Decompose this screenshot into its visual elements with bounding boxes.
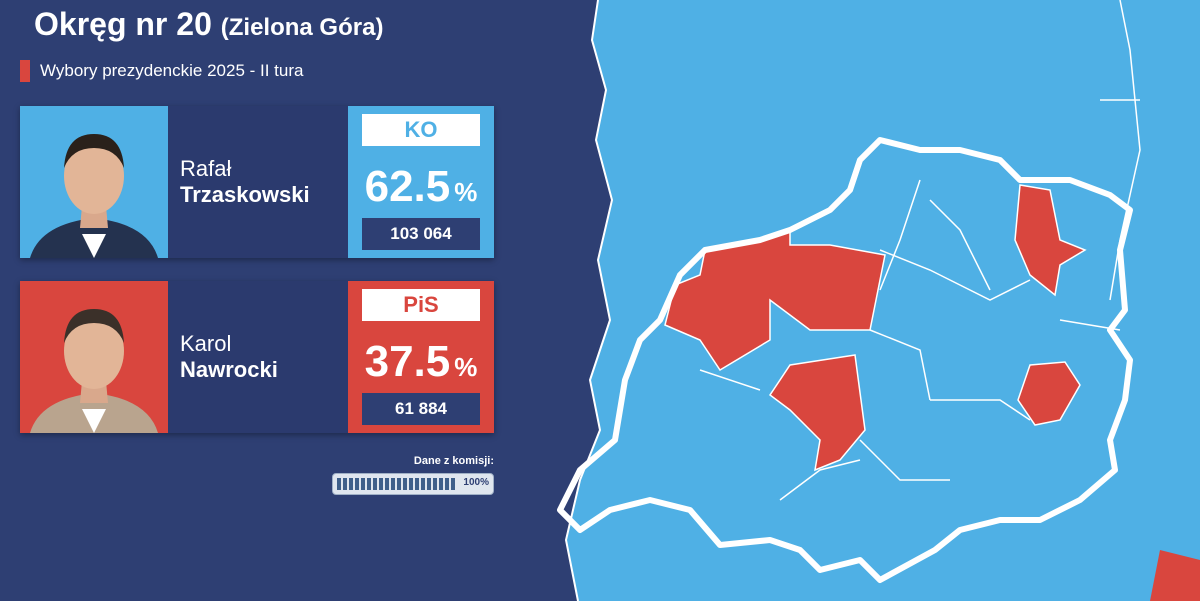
percent-value: 37.5 xyxy=(364,337,451,386)
result-box: KO 62.5% 103 064 xyxy=(348,106,494,258)
subtitle-text: Wybory prezydenckie 2025 - II tura xyxy=(40,61,304,80)
district-lines xyxy=(699,179,1121,501)
border-line xyxy=(564,0,614,601)
result-box: PiS 37.5% 61 884 xyxy=(348,281,494,433)
candidate-card: Rafał Trzaskowski KO 62.5% 103 064 xyxy=(20,106,494,258)
candidate-photo xyxy=(20,106,168,258)
subtitle-tag xyxy=(20,60,30,82)
title: Okręg nr 20 (Zielona Góra) xyxy=(34,6,383,43)
title-place: (Zielona Góra) xyxy=(220,14,384,41)
district-red xyxy=(664,228,886,372)
district-red xyxy=(1014,184,1087,297)
title-text: Okręg nr 20 xyxy=(34,6,212,42)
last-name: Trzaskowski xyxy=(180,182,310,207)
photo-frame xyxy=(20,281,168,433)
percent-value: 62.5 xyxy=(364,162,451,211)
first-name: Karol xyxy=(180,331,232,356)
party-label: PiS xyxy=(362,289,480,321)
district-red xyxy=(1017,361,1081,426)
percent-unit: % xyxy=(454,177,478,207)
photo-frame xyxy=(20,106,168,258)
candidate-name: Karol Nawrocki xyxy=(180,331,278,383)
vote-count: 61 884 xyxy=(362,393,480,425)
candidate-card: Karol Nawrocki PiS 37.5% 61 884 xyxy=(20,281,494,433)
candidate-name: Rafał Trzaskowski xyxy=(180,156,310,208)
progress-label: Dane z komisji: xyxy=(413,455,494,467)
last-name: Nawrocki xyxy=(180,357,278,382)
percent: 62.5% xyxy=(348,162,494,212)
vote-count: 103 064 xyxy=(362,218,480,250)
border-line xyxy=(1100,0,1141,301)
progress-text: 100% xyxy=(463,477,489,488)
region-outline xyxy=(557,137,1133,583)
percent-unit: % xyxy=(454,352,478,382)
progress-track xyxy=(337,478,455,490)
progress-fill xyxy=(337,478,455,490)
progress-bar: 100% xyxy=(332,473,494,495)
district-red xyxy=(1150,550,1200,601)
district-red xyxy=(768,354,866,472)
percent: 37.5% xyxy=(348,337,494,387)
party-label: KO xyxy=(362,114,480,146)
subtitle: Wybory prezydenckie 2025 - II tura xyxy=(20,60,303,82)
candidate-photo xyxy=(20,281,168,433)
first-name: Rafał xyxy=(180,156,232,181)
